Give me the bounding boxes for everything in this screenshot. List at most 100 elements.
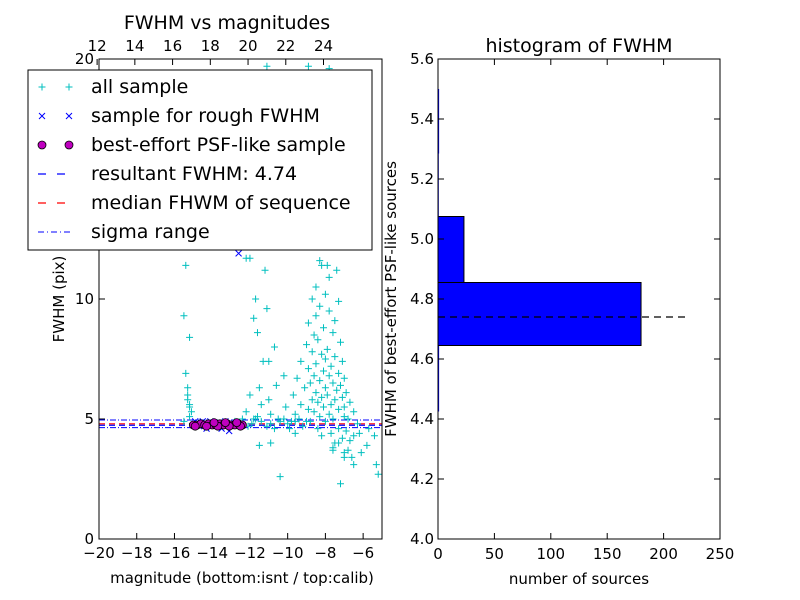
all-sample-point	[182, 369, 190, 377]
legend-entry-label: sigma range	[91, 221, 210, 243]
all-sample-point	[297, 357, 305, 365]
all-sample-point	[184, 396, 192, 404]
right-x-tick-label: 0	[433, 545, 443, 563]
all-sample-point	[340, 413, 348, 421]
all-sample-point	[338, 434, 346, 442]
all-sample-point	[257, 417, 265, 425]
top-x-tick-label: 24	[314, 37, 333, 55]
left-x-tick-label: −10	[272, 544, 304, 562]
legend-entry-label: sample for rough FWHM	[91, 105, 320, 127]
right-plot-frame	[437, 58, 721, 540]
all-sample-point	[320, 324, 328, 332]
right-y-tick-label: 5.6	[410, 50, 434, 68]
legend-box	[27, 69, 373, 251]
right-y-tick-label: 4.6	[410, 350, 434, 368]
top-x-tick-label: 18	[201, 37, 220, 55]
all-sample-point	[253, 329, 261, 337]
all-sample-point	[318, 393, 326, 401]
left-x-tick-label: −12	[234, 544, 266, 562]
legend-plus-marker	[65, 83, 73, 91]
all-sample-point	[280, 372, 288, 380]
psf-like-point	[190, 421, 200, 431]
all-sample-point	[325, 410, 333, 418]
all-sample-point	[304, 405, 312, 413]
all-sample-point	[342, 427, 350, 435]
all-sample-point	[321, 384, 329, 392]
right-x-axis-label: number of sources	[509, 570, 649, 588]
fwhm-vs-magnitude-panel: FWHM vs magnitudes −20 −18 −16 −14 −12 −10 −8−…	[27, 12, 383, 587]
all-sample-point	[267, 439, 275, 447]
all-sample-point	[255, 384, 263, 392]
all-sample-point	[335, 369, 343, 377]
all-sample-point	[346, 437, 354, 445]
left-y-tick-label: 10	[75, 290, 94, 308]
all-sample-point	[365, 425, 373, 433]
all-sample-point	[180, 417, 188, 425]
right-y-tick-label: 4.4	[410, 410, 434, 428]
left-x-tick-label: −14	[196, 544, 228, 562]
all-sample-point	[336, 338, 344, 346]
all-sample-point	[329, 329, 337, 337]
right-x-tick-label: 200	[649, 545, 678, 563]
all-sample-point	[318, 261, 326, 269]
histogram-bars	[437, 89, 687, 412]
top-x-tick-label: 14	[125, 37, 144, 55]
all-sample-point	[184, 384, 192, 392]
rough-fwhm-point	[235, 250, 242, 257]
top-x-tick-label: 22	[276, 37, 295, 55]
all-sample-point	[272, 381, 280, 389]
all-sample-point	[316, 377, 324, 385]
all-sample-point	[325, 273, 333, 281]
all-sample-point	[318, 432, 326, 440]
all-sample-point	[186, 333, 194, 341]
left-plot-frame	[98, 58, 383, 540]
all-sample-point	[270, 343, 278, 351]
all-sample-point	[335, 297, 343, 305]
all-sample-point	[282, 403, 290, 411]
histogram-bar	[438, 345, 440, 412]
all-sample-point	[329, 415, 337, 423]
all-sample-point	[312, 312, 320, 320]
all-sample-point	[312, 360, 320, 368]
all-sample-point	[350, 408, 358, 416]
all-sample-point	[327, 362, 335, 370]
all-sample-point	[186, 413, 194, 421]
legend-entry-label: best-effort PSF-like sample	[91, 134, 346, 156]
all-sample-point	[259, 357, 267, 365]
all-sample-point	[331, 353, 339, 361]
all-sample-point	[316, 257, 324, 265]
right-y-axis-label: FWHM of best-effort PSF-like sources	[382, 161, 400, 437]
legend-plus-marker	[38, 83, 46, 91]
all-sample-point	[353, 420, 361, 428]
all-sample-point	[289, 391, 297, 399]
all-sample-point	[303, 341, 311, 349]
all-sample-point	[310, 408, 318, 416]
all-sample-point	[314, 336, 322, 344]
all-sample-point	[338, 357, 346, 365]
all-sample-point	[320, 367, 328, 375]
legend-entry-label: all sample	[91, 76, 188, 98]
all-sample-point	[257, 401, 265, 409]
all-sample-point	[276, 417, 284, 425]
all-sample-point	[250, 314, 258, 322]
right-axis-ticks: 0 50 100 150 200 250 4.0 4.2 4.4 4.6 4.8 5.0 5.2 5.4 5…	[410, 50, 734, 563]
all-sample-point	[310, 372, 318, 380]
all-sample-point	[263, 422, 271, 430]
all-sample-point	[329, 446, 337, 454]
all-sample-point	[261, 266, 269, 274]
all-sample-point	[312, 283, 320, 291]
all-sample-point	[265, 396, 273, 404]
all-sample-point	[308, 396, 316, 404]
left-x-tick-label: −18	[121, 544, 153, 562]
all-sample-point	[252, 295, 260, 303]
all-sample-point	[291, 429, 299, 437]
all-sample-point	[363, 441, 371, 449]
all-sample-point	[348, 453, 356, 461]
all-sample-point	[308, 295, 316, 303]
histogram-bar	[437, 282, 642, 346]
left-y-tick-label: 0	[84, 530, 94, 548]
all-sample-point	[342, 389, 350, 397]
all-sample-point	[182, 261, 190, 269]
all-sample-point	[331, 396, 339, 404]
